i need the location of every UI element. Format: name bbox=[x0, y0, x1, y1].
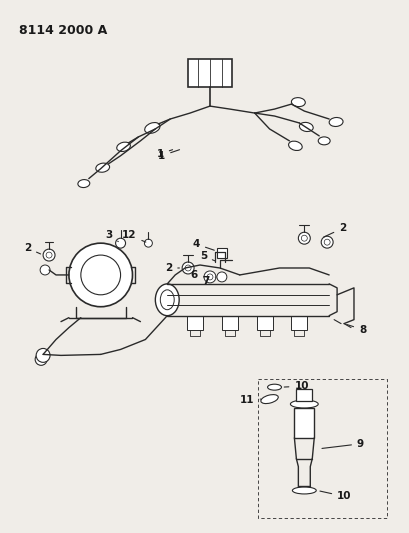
Circle shape bbox=[144, 239, 152, 247]
Circle shape bbox=[320, 236, 333, 248]
Circle shape bbox=[204, 271, 216, 283]
Ellipse shape bbox=[267, 384, 281, 390]
Text: 10: 10 bbox=[319, 491, 351, 502]
Circle shape bbox=[115, 238, 125, 248]
Ellipse shape bbox=[155, 284, 179, 316]
Text: 1: 1 bbox=[156, 149, 172, 159]
Text: 5: 5 bbox=[199, 251, 215, 261]
Bar bbox=[188, 59, 231, 87]
Text: 10: 10 bbox=[283, 381, 308, 391]
Circle shape bbox=[46, 252, 52, 258]
Bar bbox=[291, 316, 307, 329]
Ellipse shape bbox=[328, 117, 342, 126]
Circle shape bbox=[207, 274, 212, 280]
Bar bbox=[221, 316, 237, 329]
Circle shape bbox=[301, 235, 307, 241]
Circle shape bbox=[182, 262, 193, 274]
Text: 2: 2 bbox=[24, 243, 40, 254]
Text: 2: 2 bbox=[164, 263, 179, 273]
Ellipse shape bbox=[290, 400, 317, 408]
Ellipse shape bbox=[117, 142, 130, 151]
Ellipse shape bbox=[78, 180, 90, 188]
Bar bbox=[216, 248, 226, 258]
Bar bbox=[256, 316, 272, 329]
Ellipse shape bbox=[292, 487, 315, 494]
Text: 2: 2 bbox=[323, 223, 346, 237]
Text: 4: 4 bbox=[192, 239, 214, 250]
Bar bbox=[294, 408, 313, 438]
Ellipse shape bbox=[317, 137, 329, 145]
Ellipse shape bbox=[291, 98, 305, 107]
Text: 8: 8 bbox=[346, 325, 365, 335]
Text: 3: 3 bbox=[105, 230, 118, 241]
Circle shape bbox=[35, 353, 47, 365]
Ellipse shape bbox=[299, 123, 312, 132]
Bar bbox=[187, 316, 202, 329]
Ellipse shape bbox=[96, 163, 109, 172]
Ellipse shape bbox=[288, 141, 301, 150]
Circle shape bbox=[216, 272, 226, 282]
Ellipse shape bbox=[144, 123, 160, 133]
Text: 12: 12 bbox=[121, 230, 146, 242]
Circle shape bbox=[324, 239, 329, 245]
Text: 7: 7 bbox=[202, 276, 216, 286]
Text: 9: 9 bbox=[321, 439, 363, 449]
Text: 8114 2000 A: 8114 2000 A bbox=[19, 23, 107, 37]
Text: 11: 11 bbox=[240, 395, 260, 405]
Text: 1: 1 bbox=[157, 150, 179, 161]
Circle shape bbox=[185, 265, 191, 271]
Circle shape bbox=[43, 249, 55, 261]
Ellipse shape bbox=[260, 394, 278, 403]
Ellipse shape bbox=[160, 290, 174, 310]
Circle shape bbox=[36, 349, 50, 362]
Circle shape bbox=[81, 255, 120, 295]
Circle shape bbox=[69, 243, 132, 306]
Text: 6: 6 bbox=[190, 270, 204, 280]
Bar bbox=[296, 389, 312, 401]
Circle shape bbox=[40, 265, 50, 275]
Circle shape bbox=[298, 232, 310, 244]
